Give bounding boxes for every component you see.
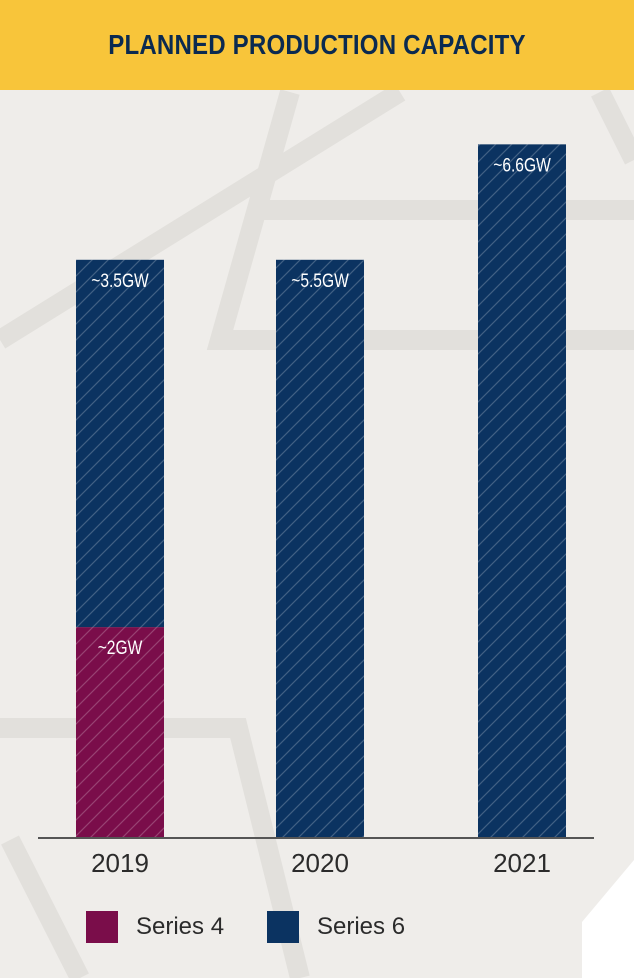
x-axis-tick-labels: 2019 2020 2021 <box>91 848 551 878</box>
legend-item-series-4: Series 4 <box>86 910 224 944</box>
series6-swatch <box>267 911 299 943</box>
bar-hatch-series-6-2019 <box>76 259 164 628</box>
data-label-series-4-2019: ~2GW <box>98 637 143 659</box>
data-label-series-6-2021: ~6.6GW <box>493 154 551 176</box>
chart-bars: ~2GW ~3.5GW ~5.5GW ~6.6GW <box>76 144 566 838</box>
data-label-series-6-2019: ~3.5GW <box>91 269 149 291</box>
bar-hatch-series-4-2019 <box>76 627 164 837</box>
legend-item-series-6: Series 6 <box>267 910 405 944</box>
x-tick-label-2019: 2019 <box>91 848 149 878</box>
x-tick-label-2020: 2020 <box>291 848 349 878</box>
bar-hatch-series-6-2020 <box>276 259 364 838</box>
x-tick-label-2021: 2021 <box>493 848 551 878</box>
data-label-series-6-2020: ~5.5GW <box>291 269 349 291</box>
legend-label: Series 6 <box>317 913 406 940</box>
page-title: PLANNED PRODUCTION CAPACITY <box>108 29 526 60</box>
bar-hatch-series-6-2021 <box>478 144 566 838</box>
header-bar: PLANNED PRODUCTION CAPACITY <box>0 0 634 90</box>
series4-swatch <box>86 911 118 943</box>
legend-label: Series 4 <box>136 913 225 940</box>
